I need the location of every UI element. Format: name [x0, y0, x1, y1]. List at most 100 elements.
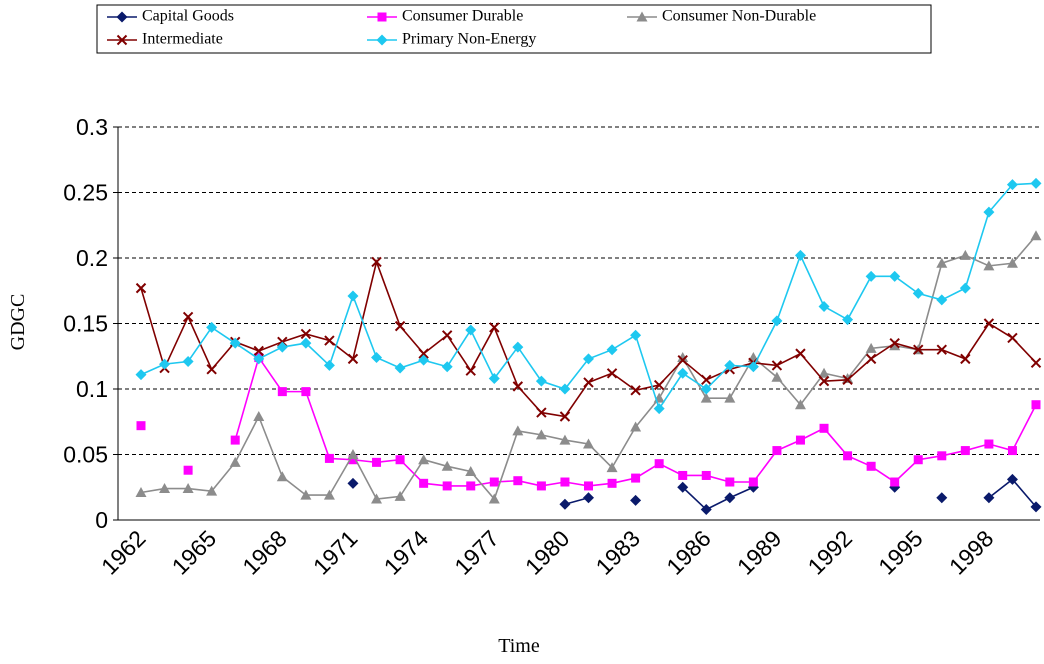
marker: [253, 345, 264, 357]
marker: [583, 377, 594, 388]
marker: [441, 361, 453, 373]
marker: [182, 311, 194, 323]
marker: [630, 494, 642, 506]
marker: [913, 344, 924, 355]
marker: [135, 369, 147, 381]
marker: [116, 11, 128, 23]
series: [135, 177, 1042, 415]
x-tick-label: 1986: [661, 525, 716, 580]
marker: [182, 483, 194, 494]
marker: [159, 358, 171, 370]
marker: [606, 462, 618, 473]
marker: [371, 256, 382, 268]
marker: [300, 328, 312, 340]
marker: [936, 257, 948, 268]
marker: [607, 478, 617, 488]
marker: [889, 270, 901, 282]
marker: [465, 466, 477, 477]
marker: [229, 337, 241, 349]
marker: [724, 392, 736, 403]
marker: [630, 421, 642, 432]
y-tick-label: 0.15: [63, 311, 108, 337]
marker: [794, 249, 806, 261]
marker: [419, 478, 429, 488]
y-tick-label: 0.05: [63, 442, 108, 468]
y-tick-label: 0: [95, 507, 108, 533]
marker: [136, 421, 146, 431]
marker: [324, 335, 335, 346]
marker: [1031, 400, 1041, 410]
marker: [159, 483, 171, 494]
y-tick-label: 0.1: [76, 376, 108, 402]
marker: [724, 359, 736, 371]
marker: [465, 324, 477, 336]
series-line: [140, 259, 1037, 418]
marker: [347, 353, 359, 365]
marker: [1030, 177, 1042, 189]
marker: [630, 385, 641, 396]
marker: [1007, 446, 1017, 456]
marker: [983, 206, 995, 218]
marker: [912, 287, 924, 299]
marker: [606, 344, 618, 356]
marker: [677, 354, 688, 366]
legend-box: [96, 4, 932, 54]
x-tick-label: 1965: [167, 525, 222, 580]
marker: [936, 492, 948, 504]
marker: [747, 361, 759, 373]
marker: [394, 490, 406, 501]
marker: [376, 34, 388, 46]
marker: [819, 423, 829, 433]
marker: [724, 492, 736, 504]
legend-label: Consumer Non-Durable: [662, 8, 816, 25]
y-tick-label: 0.25: [63, 180, 108, 206]
legend-label: Consumer Durable: [402, 8, 523, 25]
marker: [771, 371, 783, 382]
marker: [959, 249, 971, 260]
marker: [536, 407, 547, 418]
marker: [583, 353, 594, 365]
marker: [253, 411, 265, 422]
marker: [465, 365, 476, 376]
marker: [890, 477, 900, 487]
marker: [865, 342, 877, 353]
marker: [842, 314, 854, 326]
marker: [466, 481, 476, 491]
marker: [276, 341, 288, 353]
x-tick-label: 1980: [520, 525, 575, 580]
marker: [371, 493, 383, 504]
marker: [794, 399, 806, 410]
marker: [323, 359, 335, 371]
x-tick-label: 1995: [873, 525, 928, 580]
marker: [1006, 179, 1018, 191]
marker: [818, 367, 830, 378]
series: [135, 256, 1042, 422]
marker: [936, 344, 947, 355]
marker: [135, 486, 147, 497]
series-line: [140, 235, 1037, 501]
marker: [513, 476, 523, 486]
marker: [865, 353, 877, 365]
marker: [394, 320, 406, 332]
marker: [536, 481, 546, 491]
marker: [206, 321, 218, 333]
marker: [253, 353, 265, 365]
marker: [300, 337, 312, 349]
marker: [442, 481, 452, 491]
marker: [559, 498, 571, 510]
marker: [371, 352, 383, 364]
marker: [441, 460, 453, 471]
marker: [678, 470, 688, 480]
marker: [489, 477, 499, 487]
marker: [636, 11, 648, 22]
marker: [748, 477, 758, 487]
marker: [183, 465, 193, 475]
marker: [559, 383, 571, 395]
marker: [1030, 357, 1042, 369]
marker: [725, 477, 735, 487]
marker: [512, 381, 524, 392]
marker: [559, 434, 571, 445]
marker: [347, 477, 359, 489]
marker: [276, 471, 288, 482]
marker: [701, 470, 711, 480]
